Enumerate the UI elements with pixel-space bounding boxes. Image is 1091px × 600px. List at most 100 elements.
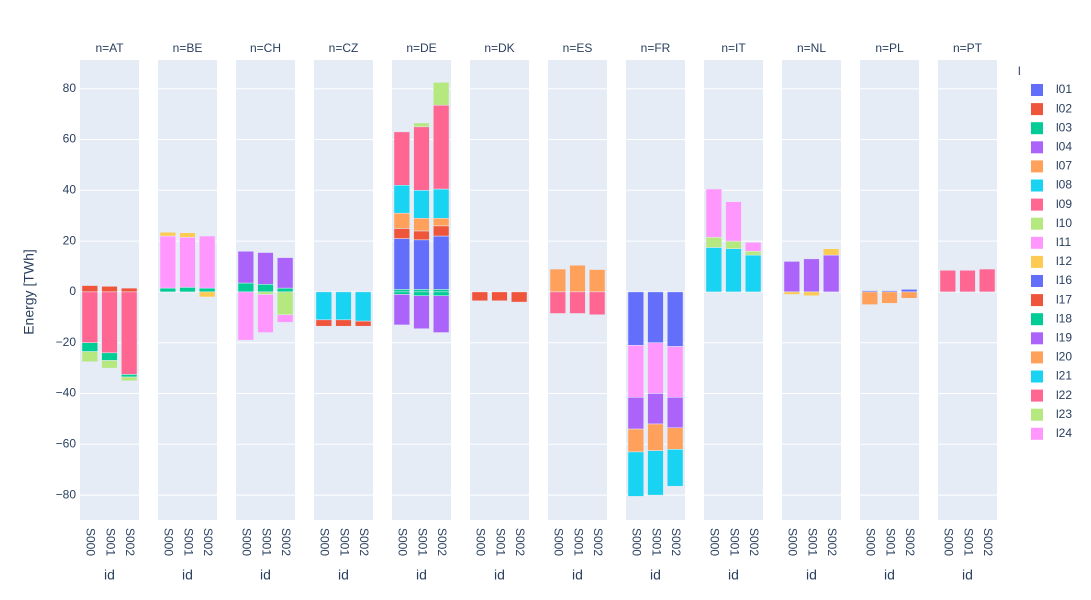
bar-segment — [627, 397, 644, 430]
x-axis-title: id — [884, 567, 895, 583]
legend-label: l12 — [1056, 254, 1072, 268]
bar-segment — [901, 291, 918, 299]
bar-segment — [647, 393, 664, 425]
bar-segment — [901, 289, 918, 293]
bar-segment — [315, 319, 332, 327]
x-tick-label: S002 — [591, 528, 605, 556]
bar-segment — [277, 314, 294, 323]
legend-label: l17 — [1056, 292, 1072, 306]
bar-segment — [199, 291, 216, 298]
y-tick-label: −40 — [56, 386, 77, 400]
x-tick-label: S001 — [727, 528, 741, 556]
bar-segment — [725, 201, 742, 242]
bar-segment — [237, 251, 254, 284]
bar-segment — [121, 376, 138, 382]
y-tick-label: −60 — [56, 436, 77, 450]
bar-segment — [491, 291, 508, 302]
bar-segment — [433, 188, 450, 219]
bar-segment — [237, 291, 254, 341]
x-tick-label: S001 — [259, 528, 273, 556]
bar-segment — [393, 212, 410, 229]
legend-swatch — [1031, 370, 1043, 383]
bar-segment — [81, 285, 98, 293]
bar-segment — [101, 360, 118, 369]
bar-segment — [647, 342, 664, 394]
x-tick-label: S001 — [493, 528, 507, 556]
bar-segment — [569, 264, 586, 293]
bar-segment — [745, 254, 762, 293]
bar-segment — [257, 252, 274, 285]
legend-label: l01 — [1056, 82, 1072, 96]
y-tick-label: 80 — [63, 81, 77, 95]
bar-segment — [861, 291, 878, 305]
bar-segment — [667, 449, 684, 487]
legend-label: l19 — [1056, 330, 1072, 344]
bar-segment — [725, 240, 742, 249]
bar-segment — [589, 269, 606, 293]
y-axis-title: Energy [TWh] — [21, 249, 37, 335]
bar-segment — [199, 287, 216, 293]
bar-segment — [783, 291, 800, 295]
facet-title: n=NL — [797, 41, 826, 55]
bar-segment — [823, 254, 840, 293]
legend-swatch — [1031, 141, 1043, 154]
bar-segment — [277, 257, 294, 289]
x-tick-label: S000 — [162, 528, 176, 556]
facet-title: n=FR — [641, 41, 671, 55]
x-tick-label: S000 — [864, 528, 878, 556]
x-tick-label: S001 — [415, 528, 429, 556]
x-tick-label: S000 — [318, 528, 332, 556]
bar-segment — [393, 131, 410, 186]
bar-segment — [433, 217, 450, 227]
bar-segment — [159, 231, 176, 237]
facet-title: n=CZ — [329, 41, 359, 55]
y-tick-label: 40 — [63, 182, 77, 196]
bar-segment — [393, 289, 410, 293]
y-tick-label: −80 — [56, 487, 77, 501]
bar-segment — [257, 294, 274, 333]
legend-label: l07 — [1056, 159, 1072, 173]
bar-segment — [569, 291, 586, 314]
legend-label: l22 — [1056, 388, 1072, 402]
bar-segment — [81, 351, 98, 363]
x-tick-label: S002 — [123, 528, 137, 556]
bar-segment — [159, 287, 176, 293]
bar-segment — [393, 184, 410, 214]
legend-label: l03 — [1056, 120, 1072, 134]
bar-segment — [433, 291, 450, 296]
x-axis-title: id — [494, 567, 505, 583]
legend-swatch — [1031, 294, 1043, 307]
bar-segment — [433, 295, 450, 333]
bar-segment — [277, 291, 294, 316]
bar-segment — [471, 291, 488, 302]
bar-segment — [393, 291, 410, 295]
x-tick-label: S001 — [103, 528, 117, 556]
x-tick-label: S002 — [201, 528, 215, 556]
x-tick-label: S002 — [825, 528, 839, 556]
x-tick-label: S000 — [708, 528, 722, 556]
x-tick-label: S001 — [337, 528, 351, 556]
legend-title: l — [1018, 64, 1021, 78]
legend-label: l10 — [1056, 216, 1072, 230]
x-axis-title: id — [260, 567, 271, 583]
bar-segment — [179, 287, 196, 293]
x-tick-label: S002 — [357, 528, 371, 556]
x-tick-label: S000 — [942, 528, 956, 556]
y-tick-label: 20 — [63, 233, 77, 247]
bar-segment — [745, 251, 762, 256]
x-tick-label: S000 — [396, 528, 410, 556]
x-tick-label: S001 — [961, 528, 975, 556]
bar-segment — [589, 291, 606, 316]
bar-segment — [257, 284, 274, 293]
legend-label: l23 — [1056, 407, 1072, 421]
bar-segment — [433, 289, 450, 293]
bar-segment — [667, 397, 684, 429]
bar-segment — [511, 291, 528, 303]
bar-segment — [959, 270, 976, 293]
legend-label: l16 — [1056, 273, 1072, 287]
bar-segment — [179, 237, 196, 288]
bar-segment — [121, 287, 138, 293]
facet-title: n=PT — [953, 41, 983, 55]
x-axis-title: id — [338, 567, 349, 583]
